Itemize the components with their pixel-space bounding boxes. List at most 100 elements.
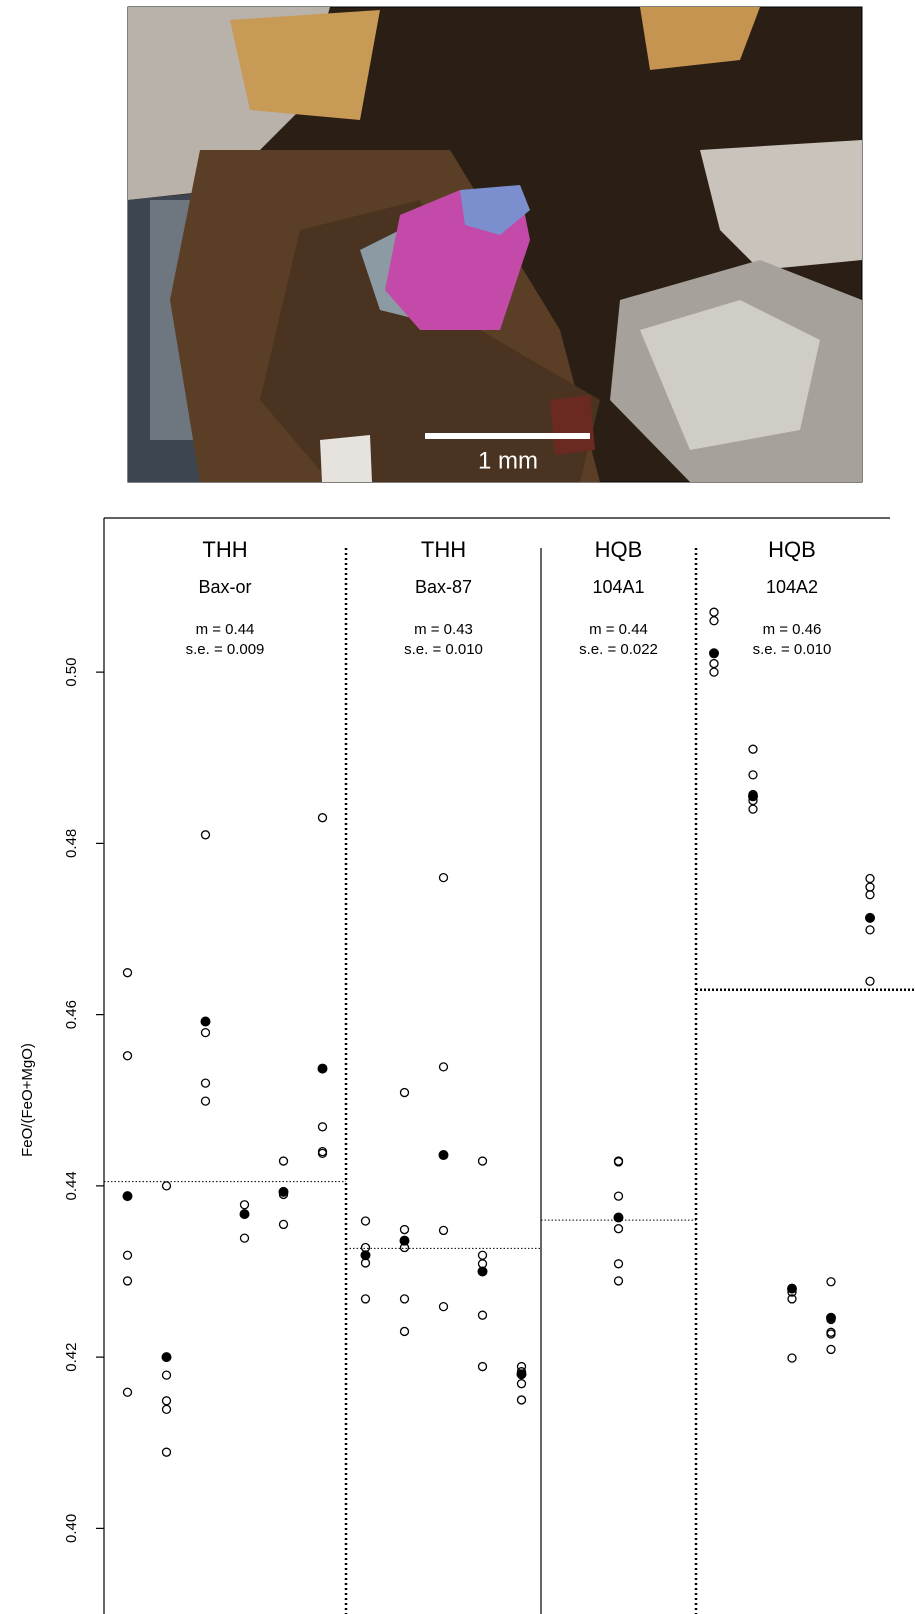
- data-point: [360, 1294, 371, 1304]
- data-point: [748, 744, 758, 754]
- y-tick-label: 0.40: [63, 1514, 80, 1543]
- data-point: [161, 1370, 172, 1380]
- data-point: [161, 1404, 172, 1415]
- data-point: [865, 925, 875, 935]
- data-point: [399, 1087, 410, 1098]
- data-point: [122, 1250, 133, 1260]
- data-point: [865, 882, 875, 892]
- data-point: [477, 1310, 488, 1320]
- data-point: [278, 1156, 289, 1166]
- column-mean: [278, 1186, 289, 1197]
- column-mean: [477, 1266, 488, 1277]
- data-point: [709, 658, 719, 669]
- data-point: [317, 1148, 328, 1158]
- column-mean: [161, 1352, 172, 1363]
- data-point: [360, 1216, 371, 1226]
- panel-site: HQB: [768, 537, 816, 562]
- panel-mean-label: m = 0.44: [196, 621, 255, 638]
- data-point: [865, 890, 875, 900]
- panel-site: HQB: [595, 537, 643, 562]
- data-point: [122, 1276, 133, 1286]
- panel-mean-label: m = 0.44: [589, 621, 648, 638]
- panel-site: THH: [202, 537, 247, 562]
- data-point: [709, 607, 719, 617]
- column-mean: [516, 1369, 527, 1380]
- y-axis-label: FeO/(FeO+MgO): [19, 1043, 36, 1157]
- data-point: [239, 1200, 250, 1210]
- column-mean: [399, 1235, 410, 1246]
- data-point: [438, 1301, 449, 1312]
- data-point: [200, 1027, 211, 1038]
- data-point: [613, 1276, 624, 1286]
- data-point: [477, 1361, 488, 1372]
- data-point: [613, 1191, 624, 1201]
- data-point: [438, 1225, 449, 1236]
- data-point: [613, 1157, 624, 1167]
- photomicrograph: 1 mm: [127, 6, 863, 483]
- plot: FeO/(FeO+MgO): [19, 517, 890, 1614]
- y-tick-label: 0.48: [63, 829, 80, 858]
- data-point: [748, 804, 758, 814]
- data-point: [438, 872, 449, 883]
- data-point: [317, 813, 328, 823]
- data-point: [200, 830, 211, 840]
- column-mean: [613, 1212, 624, 1223]
- data-point: [826, 1344, 836, 1355]
- data-point: [438, 1062, 449, 1072]
- data-point: [239, 1233, 250, 1243]
- data-point: [787, 1353, 797, 1363]
- panel-sample: 104A1: [592, 577, 644, 597]
- scale-bar-label: 1 mm: [478, 447, 538, 474]
- column-mean: [438, 1150, 449, 1161]
- panel-se-label: s.e. = 0.010: [404, 641, 483, 658]
- data-point: [709, 616, 719, 626]
- data-point: [161, 1181, 172, 1191]
- data-point: [122, 1387, 133, 1397]
- column-mean: [200, 1016, 211, 1027]
- panel-se-label: s.e. = 0.009: [186, 641, 265, 658]
- data-point: [477, 1250, 488, 1260]
- column-mean: [360, 1250, 371, 1261]
- data-point: [122, 968, 133, 978]
- data-point: [278, 1219, 289, 1230]
- data-point: [317, 1122, 328, 1132]
- panel-se-label: s.e. = 0.022: [579, 641, 658, 658]
- data-point: [709, 667, 719, 677]
- data-point: [613, 1224, 624, 1234]
- data-point: [826, 1277, 836, 1287]
- column-mean: [239, 1209, 250, 1220]
- data-point: [200, 1096, 211, 1106]
- y-tick-label: 0.46: [63, 1000, 80, 1029]
- data-point: [826, 1329, 836, 1339]
- column-mean: [826, 1312, 836, 1323]
- data-point: [399, 1294, 410, 1304]
- data-point: [122, 1051, 133, 1061]
- column-mean: [709, 648, 719, 659]
- data-point: [477, 1156, 488, 1166]
- y-tick-label: 0.50: [63, 658, 80, 687]
- column-mean: [865, 912, 875, 923]
- data-point: [787, 1294, 797, 1304]
- column-mean: [122, 1191, 133, 1202]
- data-point: [399, 1224, 410, 1235]
- panel-mean-label: m = 0.46: [763, 621, 822, 638]
- data-point: [516, 1379, 527, 1389]
- panel-sample: 104A2: [766, 577, 818, 597]
- y-tick-label: 0.44: [63, 1171, 80, 1200]
- panel-sample: Bax-87: [415, 577, 472, 597]
- column-mean: [317, 1063, 328, 1074]
- panel-site: THH: [421, 537, 466, 562]
- y-tick-label: 0.42: [63, 1343, 80, 1372]
- column-mean: [748, 791, 758, 802]
- data-point: [748, 770, 758, 780]
- data-point: [516, 1395, 527, 1405]
- data-point: [865, 976, 875, 986]
- panel-mean-label: m = 0.43: [414, 621, 473, 638]
- data-point: [399, 1326, 410, 1337]
- data-point: [161, 1447, 172, 1457]
- data-point: [161, 1396, 172, 1406]
- data-point: [613, 1259, 624, 1269]
- panel-se-label: s.e. = 0.010: [753, 641, 832, 658]
- data-point: [200, 1078, 211, 1088]
